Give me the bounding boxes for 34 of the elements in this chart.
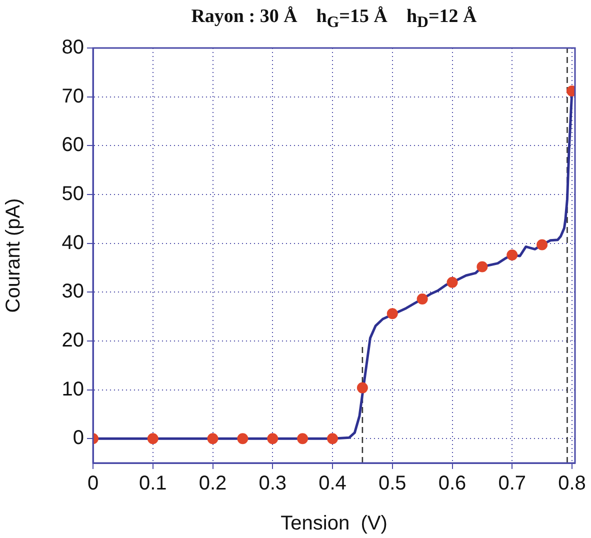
- y-tick-label: 0: [72, 427, 84, 450]
- point: [416, 293, 428, 304]
- y-tick-label: 80: [62, 36, 84, 59]
- x-tick-label: 0.8: [558, 472, 586, 495]
- point: [297, 433, 308, 444]
- x-tick-label: 0.2: [198, 472, 227, 495]
- x-tick-label: 0.4: [318, 472, 346, 495]
- x-tick-label: 0.3: [258, 472, 287, 495]
- point: [237, 433, 248, 444]
- x-tick-label: 0.6: [438, 472, 466, 495]
- y-tick-label: 30: [62, 280, 84, 303]
- x-axis-title: Tension (V): [280, 512, 388, 535]
- y-tick-label: 10: [62, 378, 84, 400]
- x-tick-label: 0.7: [498, 472, 526, 495]
- point: [327, 433, 338, 444]
- point: [446, 276, 458, 288]
- y-tick-label: 50: [62, 182, 84, 205]
- y-tick-label: 60: [62, 134, 84, 156]
- x-tick-label: 0: [87, 472, 99, 495]
- point: [207, 433, 218, 444]
- y-tick-label: 40: [62, 232, 84, 254]
- point: [356, 382, 368, 394]
- y-tick-label: 70: [62, 85, 84, 108]
- y-tick-label: 20: [62, 329, 84, 352]
- x-tick-label: 0.1: [138, 472, 167, 495]
- point: [386, 308, 398, 320]
- chart-title: Rayon : 30 Å h$_{G}$=15 Å h$_{D}$=12 Å: [190, 6, 478, 32]
- point: [267, 433, 278, 444]
- x-tick-label: 0.5: [378, 472, 406, 495]
- point: [476, 261, 488, 272]
- point: [506, 250, 518, 261]
- point: [536, 239, 548, 250]
- point: [147, 433, 158, 444]
- y-axis-title: Courant (pA): [2, 198, 25, 313]
